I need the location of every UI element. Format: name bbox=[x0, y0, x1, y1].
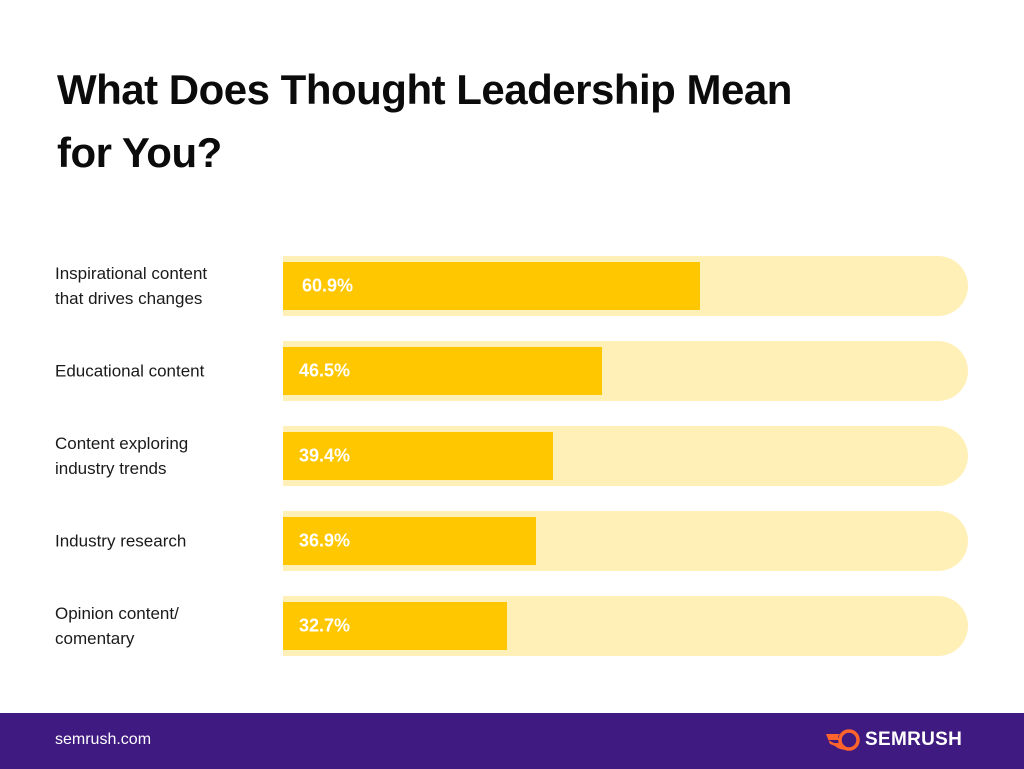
category-label: Content exploring industry trends bbox=[55, 431, 270, 481]
data-label: 36.9% bbox=[299, 530, 351, 551]
category-label: Inspirational content that drives changes bbox=[55, 261, 270, 311]
site-url[interactable]: semrush.com bbox=[55, 731, 152, 748]
category-label: Educational content bbox=[55, 359, 270, 384]
bar bbox=[283, 517, 536, 565]
category-label-line: Content exploring bbox=[55, 434, 189, 453]
data-label: 32.7% bbox=[299, 615, 351, 636]
brand-name: SEMRUSH bbox=[865, 729, 963, 750]
footer: semrush.com SEMRUSH bbox=[0, 713, 1024, 769]
semrush-flame-icon bbox=[826, 729, 860, 751]
data-label: 60.9% bbox=[302, 275, 354, 296]
chart-title: What Does Thought Leadership Mean for Yo… bbox=[57, 66, 792, 176]
semrush-logo[interactable]: SEMRUSH bbox=[826, 729, 962, 751]
bar bbox=[283, 602, 507, 650]
category-label-line: Industry research bbox=[55, 531, 187, 551]
category-label-line: industry trends bbox=[55, 459, 167, 478]
category-label-line: that drives changes bbox=[55, 289, 203, 308]
bar bbox=[283, 432, 553, 480]
category-label-line: Opinion content/ bbox=[55, 604, 179, 623]
data-label: 46.5% bbox=[299, 360, 351, 381]
category-label-line: comentary bbox=[55, 629, 135, 648]
category-label-line: Inspirational content bbox=[55, 264, 208, 283]
category-label: Opinion content/comentary bbox=[55, 601, 270, 651]
category-label: Industry research bbox=[55, 529, 270, 554]
category-label-line: Educational content bbox=[55, 361, 205, 381]
bar bbox=[283, 347, 602, 395]
data-label: 39.4% bbox=[299, 445, 351, 466]
bar bbox=[283, 262, 701, 310]
